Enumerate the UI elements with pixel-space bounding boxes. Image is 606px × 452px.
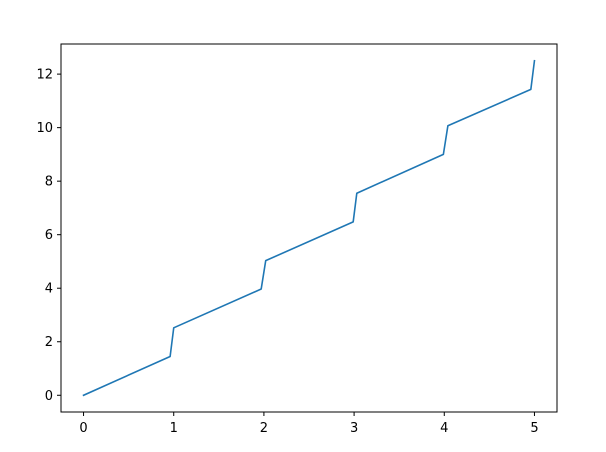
x-tick-label: 2 [260, 421, 268, 436]
x-tick-label: 4 [440, 421, 448, 436]
x-tick-label: 1 [170, 421, 178, 436]
y-axis: 0 2 4 6 8 10 12 [36, 68, 61, 404]
x-axis: 0 1 2 3 4 5 [79, 412, 539, 436]
series-line-1 [82, 59, 536, 397]
y-tick-label: 4 [45, 282, 53, 297]
x-tick-label: 0 [79, 421, 87, 436]
x-tick-label: 3 [350, 421, 358, 436]
y-tick-label: 2 [45, 335, 53, 350]
y-tick-label: 10 [36, 121, 53, 136]
y-tick-label: 0 [45, 389, 53, 404]
plot-area [61, 44, 557, 412]
plot-frame [60, 43, 558, 413]
series-layer [82, 59, 536, 397]
y-tick-label: 8 [45, 175, 53, 190]
x-tick-label: 5 [530, 421, 538, 436]
y-tick-label: 12 [36, 68, 53, 83]
y-tick-label: 6 [45, 228, 53, 243]
